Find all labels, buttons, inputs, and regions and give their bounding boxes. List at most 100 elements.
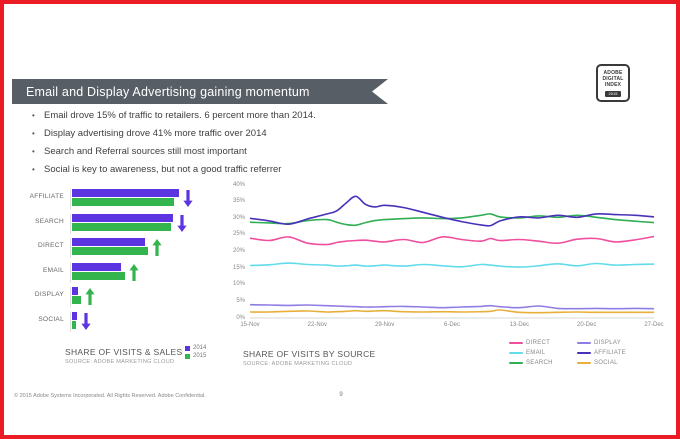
series-line-affiliate <box>250 195 654 227</box>
bar-category-label: EMAIL <box>42 266 64 274</box>
adobe-digital-index-logo: ADOBE DIGITAL INDEX 2015 <box>596 64 630 102</box>
bar-2015-display <box>72 296 82 304</box>
bar-2015-affiliate <box>72 198 175 206</box>
bar-row-social: SOCIAL <box>18 311 233 333</box>
line-legend-item-direct: DIRECT <box>509 338 553 348</box>
x-axis-tick-label: 29-Nov <box>374 322 395 328</box>
bar-2015-social <box>72 320 76 329</box>
line-legend-item-search: SEARCH <box>509 358 553 368</box>
legend-line-swatch-icon <box>509 342 523 344</box>
line-legend-column: DIRECT EMAIL SEARCH <box>509 338 553 368</box>
bar-2015-direct <box>72 247 149 255</box>
y-axis-tick-label: 35% <box>232 198 245 205</box>
logo-line-1: ADOBE <box>603 70 623 76</box>
slide-title: Email and Display Advertising gaining mo… <box>26 84 310 99</box>
line-chart-caption: SHARE OF VISITS BY SOURCE SOURCE: ADOBE … <box>243 349 376 367</box>
legend-line-swatch-icon <box>509 362 523 364</box>
legend-swatch-icon <box>185 353 190 359</box>
legend-label: 2015 <box>193 353 207 359</box>
bar-row-direct: DIRECT <box>18 237 233 259</box>
logo-year-badge: 2015 <box>604 91 622 97</box>
line-chart-plot <box>250 195 654 319</box>
bar-row-display: DISPLAY <box>18 286 233 308</box>
legend-swatch-icon <box>185 345 190 351</box>
bar-track <box>70 189 179 209</box>
series-line-search <box>250 213 654 227</box>
legend-label: DISPLAY <box>594 340 621 346</box>
slide-title-banner: Email and Display Advertising gaining mo… <box>12 79 388 104</box>
bar-chart-legend: 2014 2015 <box>185 345 206 361</box>
footer-page-number: 9 <box>339 392 343 398</box>
bar-2015-search <box>72 222 172 231</box>
bar-track <box>70 213 173 234</box>
bar-track <box>70 287 82 307</box>
trend-up-arrow-icon <box>152 239 162 256</box>
x-axis-tick-label: 20-Dec <box>576 322 597 328</box>
bar-chart-title: SHARE OF VISITS & SALES <box>65 347 183 357</box>
bar-chart-source: SOURCE: ADOBE MARKETING CLOUD <box>65 359 175 365</box>
trend-up-arrow-icon <box>129 263 139 281</box>
bar-category-label: SEARCH <box>35 217 64 225</box>
bar-chart-caption: SHARE OF VISITS & SALES SOURCE: ADOBE MA… <box>65 347 182 365</box>
line-legend-item-affiliate: AFFILIATE <box>577 348 626 358</box>
trend-up-arrow-icon <box>85 288 95 305</box>
bar-2014-affiliate <box>72 189 179 197</box>
legend-line-swatch-icon <box>577 342 591 344</box>
bar-category-label: AFFILIATE <box>29 193 64 200</box>
x-axis-tick-label: 15-Nov <box>240 322 260 328</box>
x-axis-tick-label: 22-Nov <box>307 322 327 328</box>
bullet-item: Email drove 15% of traffic to retailers.… <box>30 110 450 121</box>
trend-down-arrow-icon <box>177 214 187 232</box>
bar-row-email: EMAIL <box>18 262 233 284</box>
bullet-item: Display advertising drove 41% more traff… <box>30 128 450 139</box>
line-chart-title: SHARE OF VISITS BY SOURCE <box>243 349 376 359</box>
line-legend-item-email: EMAIL <box>509 348 553 358</box>
x-axis-tick-label: 13-Dec <box>509 322 529 328</box>
bar-2015-email <box>72 271 126 280</box>
bar-category-label: DISPLAY <box>34 291 64 298</box>
series-line-direct <box>250 235 654 246</box>
line-legend-item-display: DISPLAY <box>577 338 626 348</box>
bar-2014-display <box>72 287 79 295</box>
bar-row-affiliate: AFFILIATE <box>18 188 233 210</box>
bar-2014-direct <box>72 238 146 246</box>
bullet-item: Social is key to awareness, but not a go… <box>30 164 450 175</box>
trend-down-arrow-icon <box>183 190 193 207</box>
y-axis-tick-label: 5% <box>236 297 245 304</box>
y-axis-tick-label: 10% <box>232 281 245 288</box>
bullet-list: Email drove 15% of traffic to retailers.… <box>30 110 450 182</box>
legend-label: SOCIAL <box>594 360 618 366</box>
bar-2014-email <box>72 262 121 271</box>
y-axis-tick-label: 40% <box>232 181 245 188</box>
logo-line-3: INDEX <box>604 82 622 88</box>
legend-label: DIRECT <box>526 340 551 346</box>
y-axis-tick-label: 30% <box>232 214 245 221</box>
series-line-display <box>250 303 654 310</box>
legend-label: SEARCH <box>526 360 553 366</box>
trend-down-arrow-icon <box>81 312 92 330</box>
y-axis-tick-label: 0% <box>236 314 245 321</box>
bar-track <box>70 311 78 332</box>
bar-row-search: SEARCH <box>18 213 233 235</box>
x-axis-tick-label: 6-Dec <box>443 322 461 328</box>
legend-line-swatch-icon <box>509 352 523 354</box>
legend-label: EMAIL <box>526 350 546 356</box>
legend-label: AFFILIATE <box>594 350 626 356</box>
line-legend-item-social: SOCIAL <box>577 358 626 368</box>
y-axis-tick-label: 15% <box>232 264 245 271</box>
bar-2014-social <box>72 311 78 320</box>
bullet-item: Search and Referral sources still most i… <box>30 146 450 157</box>
bar-chart: AFFILIATE SEARCH DIRECT EMAIL DISPLAY SOCIAL <box>18 182 233 334</box>
line-chart-source: SOURCE: ADOBE MARKETING CLOUD <box>243 361 353 367</box>
legend-line-swatch-icon <box>577 352 591 354</box>
footer-copyright: © 2015 Adobe Systems Incorporated. All R… <box>14 393 206 399</box>
bar-category-label: DIRECT <box>38 242 64 249</box>
bar-category-label: SOCIAL <box>38 315 64 323</box>
series-line-social <box>250 309 654 314</box>
bar-legend-item: 2015 <box>185 353 206 359</box>
bar-2014-search <box>72 213 173 222</box>
bar-track <box>70 238 149 258</box>
x-axis-tick-label: 27-Dec <box>644 322 664 328</box>
bar-track <box>70 262 126 283</box>
